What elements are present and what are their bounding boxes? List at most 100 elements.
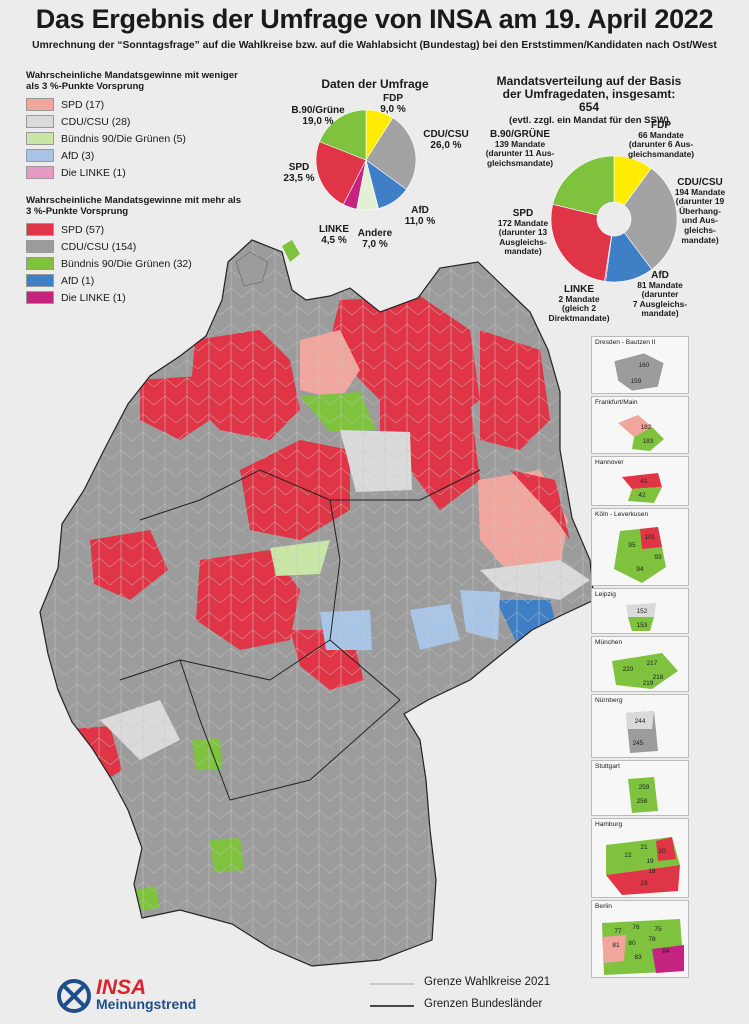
seats-label-afd: AfD 81 Mandate (darunter 7 Ausgleichs-manda… [624,271,696,319]
inset-title: Stuttgart [595,763,620,770]
inset-district-number: 182 [641,424,652,431]
label-party: CDU/CSU [423,129,469,140]
l: 66 Mandate [638,129,684,140]
l: mandate) [641,308,679,319]
region-island [282,240,300,262]
inset-district-number: 217 [647,660,658,667]
l: gleichsmandate) [627,148,695,159]
inset-district-number: 77 [614,928,622,935]
inset-district-number: 41 [640,478,648,485]
label-party: Andere [357,228,393,239]
label-pct: 26,0 % [430,140,462,151]
l: FDP [651,120,671,131]
legend-item-afd-strong: AfD (1) [26,272,246,289]
pie-label-spd: SPD 23,5 % [278,162,320,184]
inset-district-number: 159 [631,378,642,385]
insa-logo: INSA Meinungstrend [56,976,197,1014]
inset-title: Leipzig [595,591,616,598]
inset-district-number: 220 [623,666,634,673]
l: SPD [512,208,534,219]
insa-logo-sub: Meinungstrend [96,996,197,1012]
pie-label-gruene: B.90/Grüne 19,0 % [288,105,348,127]
l: CDU/CSU [677,177,723,188]
legend-item-spd-strong: SPD (57) [26,221,246,238]
inset-district-number: 18 [648,868,656,875]
inset-district-number: 244 [635,718,646,725]
inset-frankfurt: 182 183 Frankfurt/Main [591,396,689,454]
inset-district-number: 93 [654,554,662,561]
inset-nuernberg: 244 245 Nürnberg [591,694,689,758]
l: mandate) [681,234,719,245]
survey-slice-spd [315,141,367,205]
seats-label-linke: LINKE 2 Mandate (gleich 2 Direktmandate) [543,285,615,323]
inset-district-number: 23 [640,880,648,887]
legend-item-gruene-weak: Bündnis 90/Die Grünen (5) [26,130,246,147]
inset-district-number: 101 [645,534,656,541]
label-pct: 4,5 % [321,235,347,246]
label-pct: 7,0 % [362,239,388,250]
inset-district-number: 21 [640,844,648,851]
inset-koeln: 101 95 93 94 Köln - Leverkusen [591,508,689,586]
insa-logo-brand: INSA [96,976,147,999]
inset-district-number: 80 [628,940,636,947]
label-party: AfD [411,205,429,216]
seats-slice-spd [550,203,612,282]
survey-slice-b-90-gr-ne [319,109,367,161]
page-title: Das Ergebnis der Umfrage von INSA am 19.… [35,4,714,34]
legend-label: Bündnis 90/Die Grünen (32) [61,257,192,270]
l: B.90/GRÜNE [489,129,550,140]
pie-label-cdu: CDU/CSU 26,0 % [420,129,472,151]
label-party: B.90/Grüne [291,105,345,116]
seats-slice-cdu-csu [623,167,678,270]
inset-title: Köln - Leverkusen [595,511,649,518]
inset-district-number: 83 [634,954,642,961]
legend-item-cdu-strong: CDU/CSU (154) [26,238,246,255]
l: 194 Mandate [674,186,726,197]
constituency-grid [40,240,594,966]
inset-title: Hamburg [595,821,623,828]
l: (darunter 6 Aus- [628,139,694,150]
inset-dresden: 160 159 Dresden - Bautzen II [591,336,689,394]
inset-title: Berlin [595,903,612,910]
inset-district-number: 219 [643,680,654,687]
l: 81 Mandate [637,279,683,290]
inset-title: Frankfurt/Main [595,399,638,406]
region-island [235,251,269,287]
legend-weak: Wahrscheinliche Mandatsgewinne mit wenig… [26,70,246,181]
label-party: FDP [383,93,403,104]
inset-hamburg: 21 20 22 19 18 23 Hamburg [591,818,689,898]
survey-slice-cdu-csu [365,117,417,190]
l: (darunter 11 Aus- [485,148,555,159]
label-pct: 11,0 % [404,216,436,227]
inset-district-number: 245 [633,740,644,747]
legend-item-spd-weak: SPD (17) [26,96,246,113]
seats-title-line: der Umfragedaten, insgesamt: 654 [502,87,676,114]
seats-label-cdu: CDU/CSU 194 Mandate (darunter 19 Überhang-u… [664,178,736,245]
inset-district-number: 153 [637,622,648,629]
inset-district-number: 19 [646,858,654,865]
l: mandate) [504,246,542,257]
inset-district-number: 20 [658,848,666,855]
legend-weak-heading: Wahrscheinliche Mandatsgewinne mit wenig… [26,70,238,92]
inset-district-number: 152 [637,608,648,615]
pie-label-andere: Andere 7,0 % [352,228,398,250]
legend-item-gruene-strong: Bündnis 90/Die Grünen (32) [26,255,246,272]
inset-district-number: 183 [643,438,654,445]
legend-strong: Wahrscheinliche Mandatsgewinne mit mehr … [26,195,246,306]
legend-label: SPD (57) [61,223,105,236]
l: gleichsmandate) [486,157,554,168]
inset-berlin: 77 76 75 81 80 78 84 83 Berlin [591,900,689,978]
l: (darunter 13 [498,227,548,238]
insa-logo-icon [57,979,91,1013]
legend-label: AfD (1) [61,274,95,287]
inset-district-number: 259 [639,784,650,791]
pie-label-fdp: FDP 9,0 % [373,93,413,115]
l: 2 Mandate [558,293,600,304]
legend-item-cdu-weak: CDU/CSU (28) [26,113,246,130]
legend-item-linke-weak: Die LINKE (1) [26,164,246,181]
inset-muenchen: 217 220 218 219 München [591,636,689,692]
country-border [39,239,595,967]
legend-wahlkreise: Grenze Wahlkreise 2021 [424,976,551,988]
